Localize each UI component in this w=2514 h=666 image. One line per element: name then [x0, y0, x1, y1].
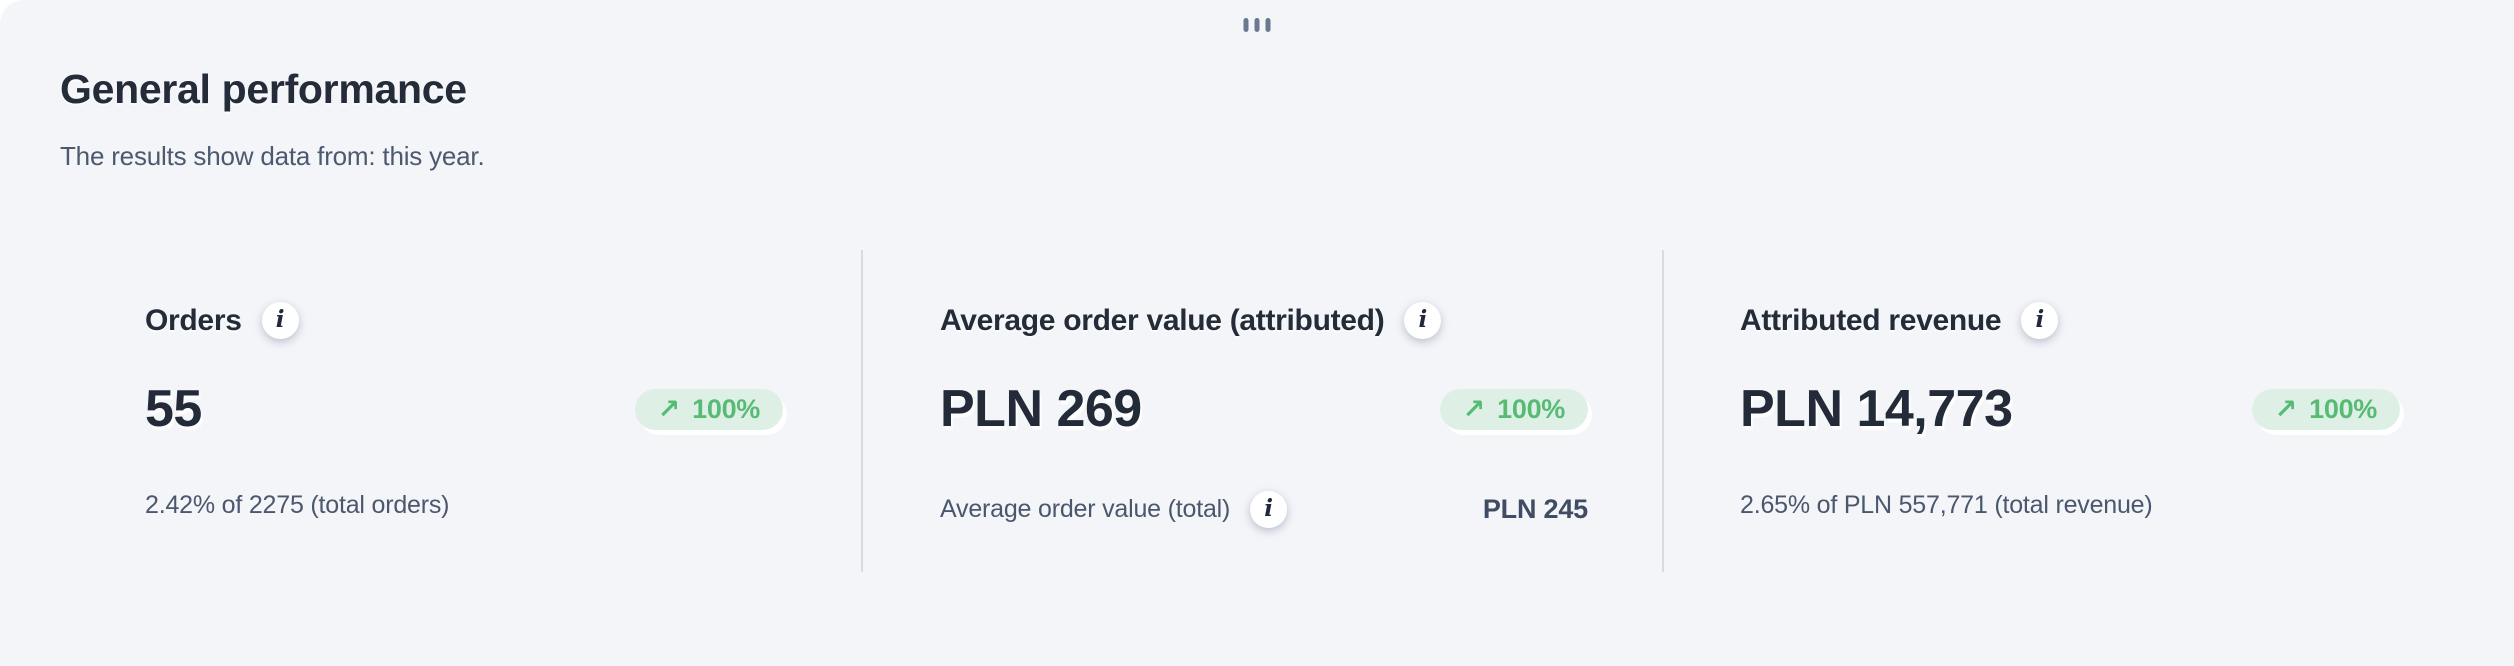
- value-row: PLN 14,773 ↗ 100%: [1740, 379, 2400, 439]
- info-icon: i: [1418, 306, 1428, 333]
- footer-label-group: Average order value (total) i: [940, 491, 1288, 528]
- card-average-order-value: Average order value (attributed) i PLN 2…: [861, 250, 1662, 572]
- trend-up-icon: ↗: [657, 393, 681, 424]
- metric-cards-row: Orders i 55 ↗ 100% 2.42% of 2275 (total …: [0, 250, 2514, 572]
- card-footer: Average order value (total) i PLN 245: [940, 491, 1588, 528]
- drag-handle-bar: [1254, 18, 1260, 32]
- metric-value: PLN 269: [940, 380, 1142, 438]
- footer-note: 2.42% of 2275 (total orders): [145, 491, 450, 519]
- footer-label: Average order value (total): [940, 495, 1231, 523]
- card-orders: Orders i 55 ↗ 100% 2.42% of 2275 (total …: [0, 250, 861, 572]
- card-title: Average order value (attributed): [940, 303, 1385, 337]
- card-title-row: Attributed revenue i: [1740, 302, 2400, 339]
- info-icon: i: [1264, 495, 1274, 522]
- value-row: 55 ↗ 100%: [145, 379, 783, 439]
- metric-value: PLN 14,773: [1740, 380, 2013, 438]
- trend-label: 100%: [2309, 393, 2377, 424]
- info-button[interactable]: i: [1250, 491, 1288, 528]
- card-title-row: Average order value (attributed) i: [940, 302, 1588, 339]
- card-title: Orders: [145, 303, 242, 337]
- drag-handle-bar: [1243, 18, 1249, 32]
- card-footer: 2.42% of 2275 (total orders): [145, 491, 783, 520]
- trend-badge: ↗ 100%: [634, 388, 783, 430]
- trend-badge: ↗ 100%: [1439, 388, 1588, 430]
- page-title: General performance: [60, 66, 467, 112]
- info-button[interactable]: i: [2021, 302, 2059, 339]
- card-title: Attributed revenue: [1740, 303, 2002, 337]
- value-row: PLN 269 ↗ 100%: [940, 379, 1588, 439]
- trend-badge: ↗ 100%: [2251, 388, 2400, 430]
- card-footer: 2.65% of PLN 557,771 (total revenue): [1740, 491, 2400, 520]
- trend-up-icon: ↗: [1462, 393, 1486, 424]
- info-icon: i: [275, 306, 285, 333]
- card-title-row: Orders i: [145, 302, 783, 339]
- page-subtitle: The results show data from: this year.: [60, 141, 485, 171]
- footer-value: PLN 245: [1482, 494, 1588, 524]
- header: General performance The results show dat…: [0, 0, 2514, 172]
- info-icon: i: [2035, 306, 2045, 333]
- footer-note: 2.65% of PLN 557,771 (total revenue): [1740, 491, 2153, 519]
- drag-handle-bar: [1265, 18, 1271, 32]
- trend-label: 100%: [692, 393, 760, 424]
- card-attributed-revenue: Attributed revenue i PLN 14,773 ↗ 100% 2…: [1662, 250, 2514, 572]
- drag-handle[interactable]: [1240, 14, 1275, 36]
- info-button[interactable]: i: [1404, 302, 1442, 339]
- metric-value: 55: [145, 380, 202, 438]
- info-button[interactable]: i: [261, 302, 299, 339]
- trend-label: 100%: [1497, 393, 1565, 424]
- trend-up-icon: ↗: [2274, 393, 2298, 424]
